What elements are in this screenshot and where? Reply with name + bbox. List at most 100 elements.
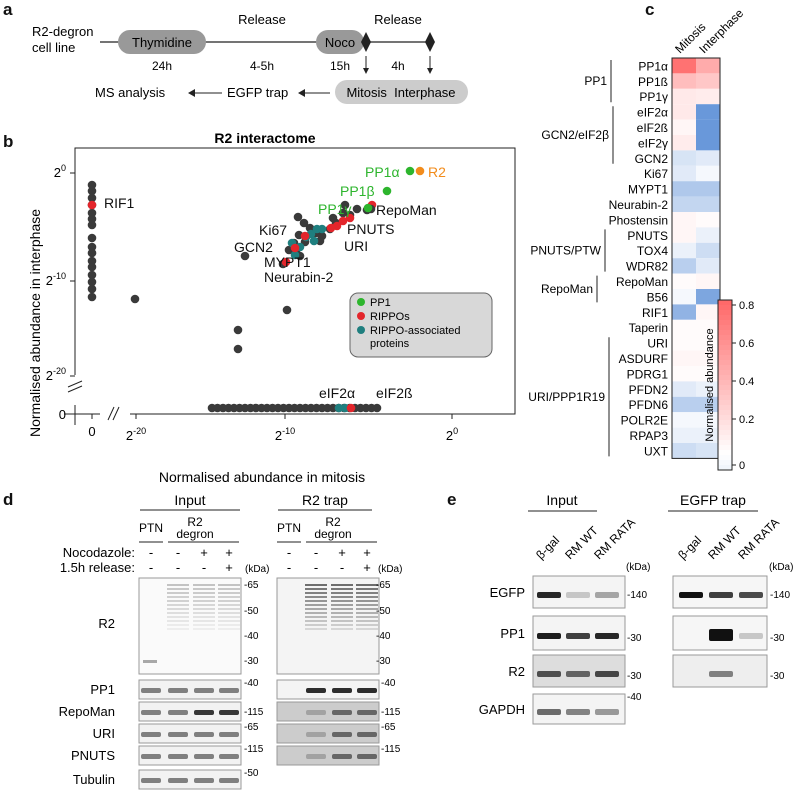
row-label: RepoMan — [616, 275, 668, 289]
x-axis-label: Normalised abundance in mitosis — [159, 469, 365, 485]
cell-line-label-1: R2-degron — [32, 24, 93, 39]
point-label: GCN2 — [234, 239, 273, 255]
kda-marker: -50 — [244, 768, 259, 779]
smear-band — [356, 588, 378, 590]
group-label: PP1 — [584, 74, 607, 88]
heatmap-cell — [696, 119, 720, 135]
kda-marker: -30 — [627, 633, 642, 644]
heatmap-cell — [672, 273, 696, 289]
ptn-label: PTN — [277, 521, 301, 535]
band — [306, 732, 326, 737]
band — [194, 754, 214, 759]
e-trap-title: EGFP trap — [680, 492, 746, 508]
data-point — [340, 200, 350, 210]
smear-band — [356, 584, 378, 586]
legend-swatch — [357, 326, 365, 334]
kda-marker: -40 — [376, 631, 391, 642]
smear-band — [167, 616, 189, 618]
row-label: URI — [647, 337, 668, 351]
data-point — [382, 186, 392, 196]
legend-swatch — [357, 298, 365, 306]
point-label: MYPT1 — [264, 254, 311, 270]
blot-panel — [276, 701, 380, 722]
band — [141, 710, 161, 715]
row-label: TOX4 — [637, 244, 668, 258]
data-point — [87, 193, 97, 203]
data-point — [87, 284, 97, 294]
point-label: PP1β — [340, 183, 375, 199]
colorbar-segment — [718, 405, 732, 411]
colorbar-segment — [718, 365, 732, 371]
band — [194, 688, 214, 693]
smear-band — [356, 604, 378, 606]
smear-band — [167, 596, 189, 598]
mitosis-interphase-label: Mitosis Interphase — [346, 85, 455, 100]
data-point — [87, 186, 97, 196]
noco-block — [316, 30, 364, 54]
smear-band — [167, 600, 189, 602]
lane-label: RM RATA — [735, 515, 782, 562]
heatmap-cell — [696, 227, 720, 243]
band — [566, 709, 590, 715]
colorbar-segment — [718, 445, 732, 451]
kda-label: (kDa) — [245, 564, 269, 575]
row-label: POLR2E — [621, 414, 668, 428]
colorbar-segment — [718, 415, 732, 421]
heatmap-cell — [696, 396, 720, 413]
colorbar-segment — [718, 325, 732, 331]
thymidine-block — [118, 30, 206, 54]
data-point — [233, 344, 243, 354]
smear-band — [305, 624, 327, 626]
x-tick-label: 2-10 — [275, 426, 295, 443]
noco-sign: - — [287, 545, 291, 560]
heatmap-cell — [696, 319, 720, 336]
heatmap-cell — [696, 196, 720, 212]
x-tick-label: 20 — [446, 426, 458, 443]
row-label: RPAP3 — [630, 429, 669, 443]
group-label: URI/PPP1R19 — [528, 390, 605, 404]
smear-band — [193, 600, 215, 602]
data-point — [326, 223, 336, 233]
heatmap-cell — [672, 427, 696, 443]
heatmap-cell — [696, 150, 720, 166]
row-label: WDR82 — [626, 260, 668, 274]
band — [194, 732, 214, 737]
band — [595, 633, 619, 639]
row-label: B56 — [647, 290, 669, 304]
smear-band — [193, 628, 215, 630]
heatmap-cell — [696, 443, 720, 459]
band — [566, 671, 590, 677]
data-point — [345, 213, 355, 223]
heatmap-cell — [696, 427, 720, 443]
blot-row-label: URI — [93, 726, 115, 741]
y-axis-label: Normalised abundance in interphase — [27, 209, 43, 437]
heatmap-cell — [696, 273, 720, 289]
kda-marker: -115 — [381, 707, 401, 718]
colorbar-segment — [718, 380, 732, 386]
band — [537, 671, 561, 677]
smear-band — [305, 620, 327, 622]
band — [194, 710, 214, 715]
kda-marker: -30 — [627, 671, 642, 682]
blot-row-label: R2 — [508, 664, 525, 679]
heatmap-cell — [672, 181, 696, 197]
band — [709, 592, 733, 598]
heatmap-cell — [696, 289, 720, 305]
point-label: R2 — [428, 164, 446, 180]
noco-sign: + — [338, 545, 346, 560]
heatmap-cell — [696, 335, 720, 351]
smear-band — [356, 612, 378, 614]
row-label: eIF2γ — [638, 136, 668, 150]
data-point — [130, 294, 140, 304]
noco-sign: + — [363, 545, 371, 560]
heatmap-cell — [696, 304, 720, 320]
smear-band — [331, 588, 353, 590]
blot-panel — [138, 745, 242, 766]
band — [219, 732, 239, 737]
smear-band — [193, 592, 215, 594]
data-point — [315, 236, 325, 246]
smear-band — [167, 620, 189, 622]
heatmap-cell — [696, 88, 720, 105]
data-point — [317, 224, 327, 234]
